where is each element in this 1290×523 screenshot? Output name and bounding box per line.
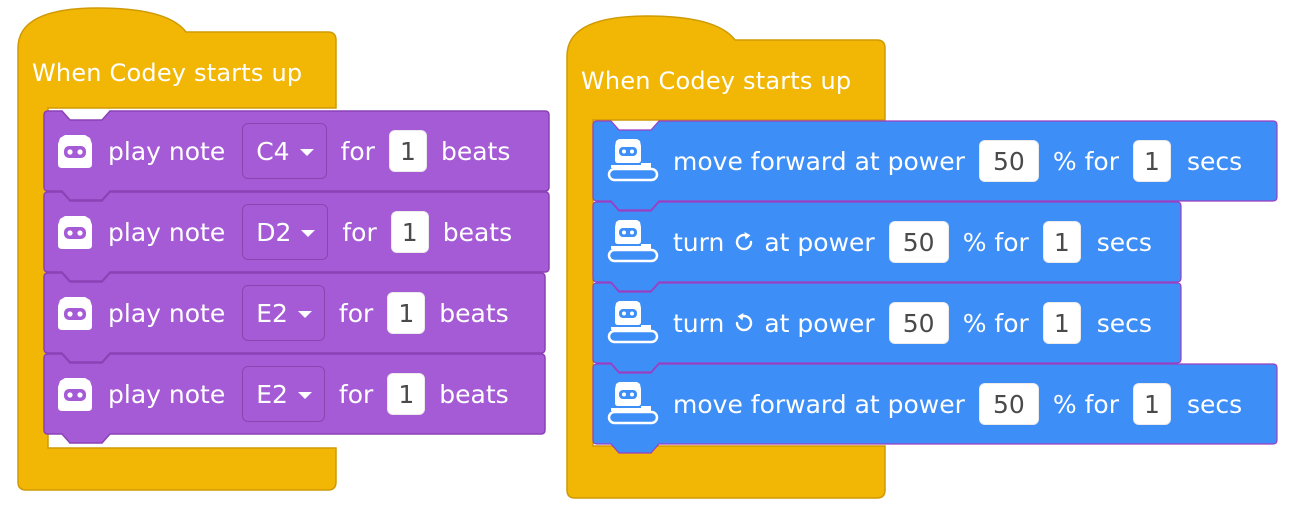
hat-block-label: When Codey starts up	[581, 67, 852, 95]
rotate-clockwise-icon	[732, 230, 756, 254]
rotate-counterclockwise-icon	[732, 311, 756, 335]
block-text: % for	[1052, 389, 1119, 419]
power-input[interactable]: 50	[978, 383, 1039, 425]
power-input[interactable]: 50	[978, 140, 1039, 182]
block-text: secs	[1187, 146, 1243, 176]
block-text: turn	[673, 308, 725, 338]
play-note-block[interactable]: play note D2 for 1 beats	[43, 191, 550, 282]
block-text: beats	[439, 298, 509, 328]
codey-face-icon	[58, 216, 92, 249]
beats-input[interactable]: 1	[390, 211, 429, 253]
event-hat-shape-left	[17, 7, 337, 491]
secs-input[interactable]: 1	[1133, 140, 1171, 182]
block-text: at power	[764, 227, 875, 257]
block-text: for	[338, 379, 374, 409]
note-value: E2	[256, 379, 288, 409]
block-text: secs	[1096, 227, 1152, 257]
block-text: play note	[108, 379, 226, 409]
block-text: for	[342, 217, 377, 247]
note-value: E2	[256, 298, 288, 328]
codey-face-icon	[58, 297, 92, 330]
play-note-block[interactable]: play note E2 for 1 beats	[43, 272, 546, 363]
block-text: turn	[673, 227, 725, 257]
beats-input[interactable]: 1	[387, 373, 426, 415]
script-stack-right[interactable]: When Codey starts up move forward at pow…	[566, 15, 1279, 501]
note-dropdown[interactable]: D2	[242, 204, 329, 260]
note-value: C4	[256, 136, 290, 166]
block-text: secs	[1187, 389, 1243, 419]
hat-block-label: When Codey starts up	[32, 59, 303, 87]
power-input[interactable]: 50	[888, 221, 949, 263]
block-text: move forward at power	[673, 389, 965, 419]
note-dropdown[interactable]: E2	[242, 285, 325, 341]
block-text: beats	[442, 217, 513, 247]
event-hat-shape-right	[566, 15, 886, 499]
codey-rocky-icon	[607, 382, 659, 425]
codey-rocky-icon	[607, 139, 659, 182]
secs-input[interactable]: 1	[1133, 383, 1171, 425]
move-forward-block[interactable]: move forward at power 50 % for 1 secs	[592, 363, 1278, 454]
note-dropdown[interactable]: C4	[242, 123, 327, 179]
play-note-block[interactable]: play note E2 for 1 beats	[43, 353, 546, 444]
block-text: for	[340, 136, 375, 166]
block-text: move forward at power	[673, 146, 965, 176]
block-text: % for	[962, 227, 1029, 257]
power-input[interactable]: 50	[888, 302, 949, 344]
secs-input[interactable]: 1	[1042, 221, 1081, 263]
codey-rocky-icon	[607, 301, 659, 344]
block-text: % for	[962, 308, 1029, 338]
note-dropdown[interactable]: E2	[242, 366, 325, 422]
beats-input[interactable]: 1	[387, 292, 426, 334]
block-text: play note	[108, 136, 226, 166]
block-text: play note	[108, 298, 226, 328]
play-note-block[interactable]: play note C4 for 1 beats	[43, 110, 550, 201]
dropdown-arrow-icon	[301, 229, 316, 237]
beats-input[interactable]: 1	[388, 130, 427, 172]
turn-counterclockwise-block[interactable]: turn at power 50 % for 1 secs	[592, 282, 1182, 373]
block-text: for	[338, 298, 374, 328]
turn-clockwise-block[interactable]: turn at power 50 % for 1 secs	[592, 201, 1182, 292]
codey-rocky-icon	[607, 220, 659, 263]
block-text: secs	[1096, 308, 1152, 338]
secs-input[interactable]: 1	[1042, 302, 1081, 344]
block-text: at power	[764, 308, 875, 338]
block-text: play note	[108, 217, 226, 247]
note-value: D2	[256, 217, 292, 247]
block-text: beats	[439, 379, 509, 409]
dropdown-arrow-icon	[297, 310, 312, 318]
codey-face-icon	[58, 135, 92, 168]
move-forward-block[interactable]: move forward at power 50 % for 1 secs	[592, 120, 1278, 211]
dropdown-arrow-icon	[299, 148, 314, 156]
dropdown-arrow-icon	[297, 391, 312, 399]
block-text: beats	[440, 136, 511, 166]
block-text: % for	[1052, 146, 1119, 176]
codey-face-icon	[58, 378, 92, 411]
script-stack-left[interactable]: When Codey starts up play note C4 for 1	[17, 7, 550, 493]
